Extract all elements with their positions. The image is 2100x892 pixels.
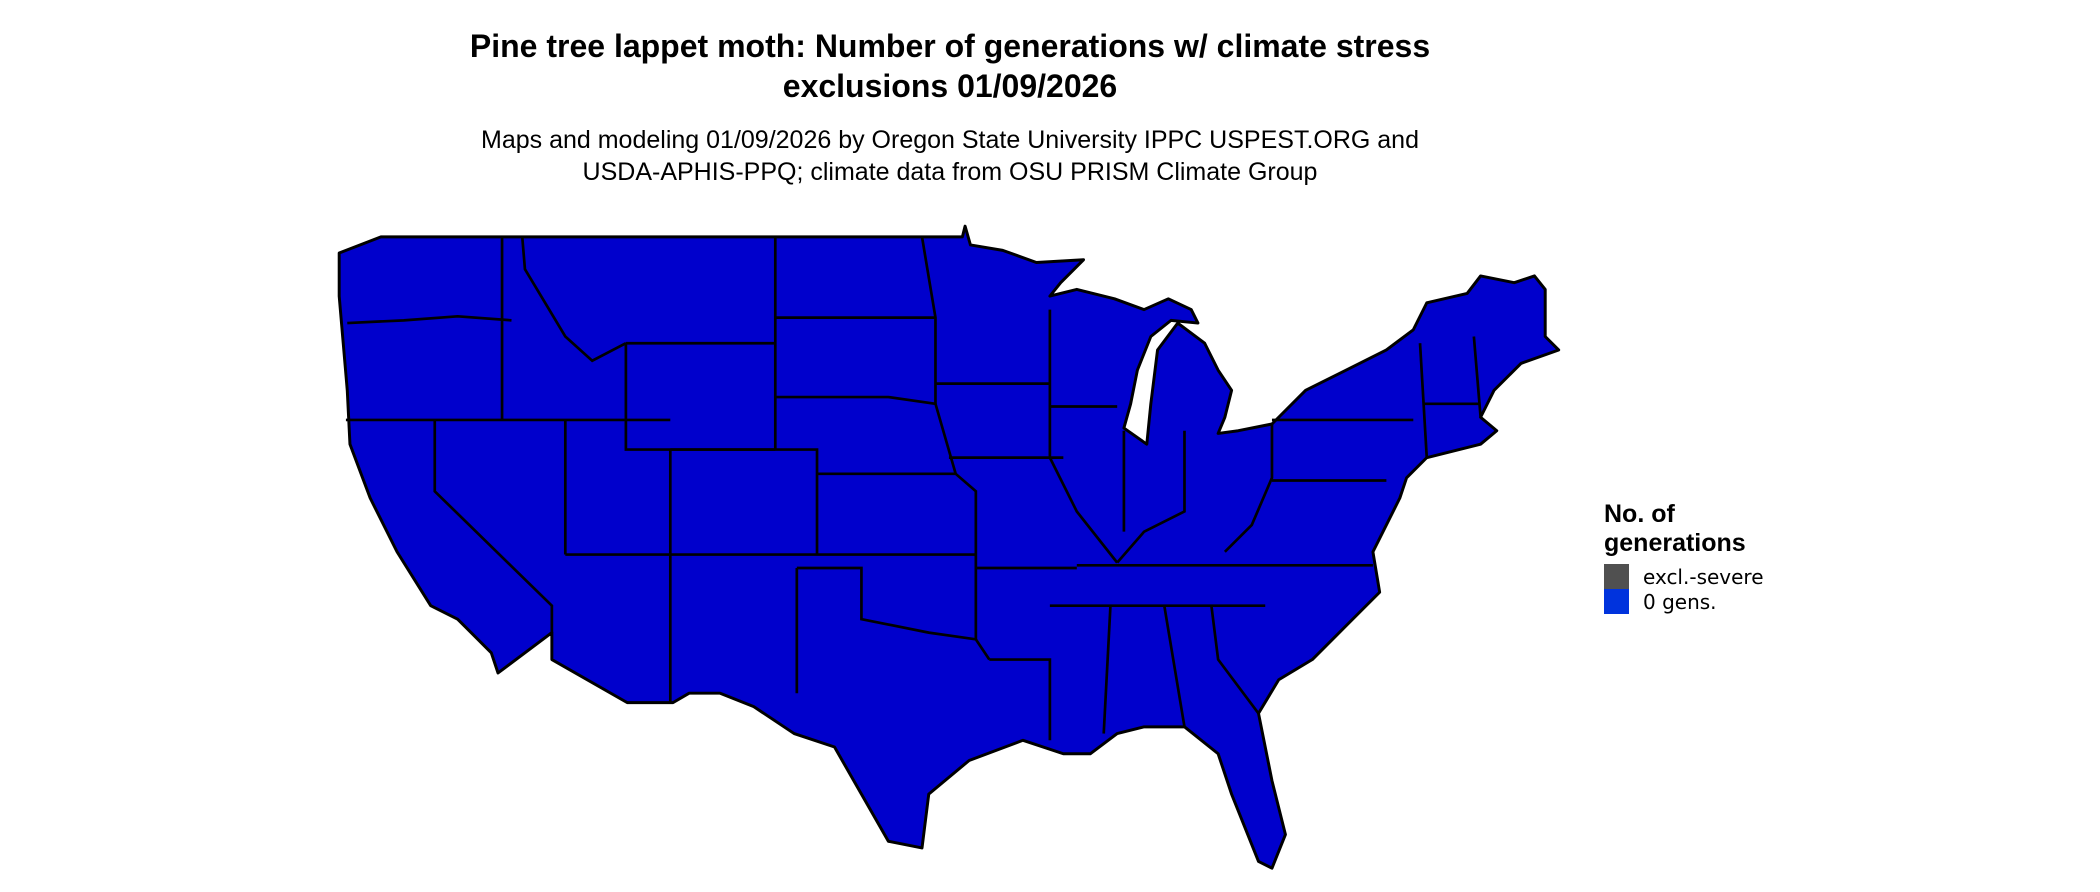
legend-swatch <box>1604 564 1629 589</box>
map-subtitle-line1: Maps and modeling 01/09/2026 by Oregon S… <box>481 126 1419 154</box>
legend-swatch <box>1604 589 1629 614</box>
state-border <box>796 566 991 661</box>
state-border <box>1210 605 1260 715</box>
state-border <box>433 419 554 633</box>
map-title-line1: Pine tree lappet moth: Number of generat… <box>469 28 1431 64</box>
legend-label: 0 gens. <box>1643 589 1717 614</box>
legend-title-line1: No. of <box>1604 500 1675 528</box>
legend-title: No. of generations <box>1604 500 1804 558</box>
map-title-line2: exclusions 01/09/2026 <box>782 68 1118 104</box>
state-border <box>1472 336 1482 418</box>
legend-item-excl-severe: excl.-severe <box>1604 564 1804 589</box>
map-title: Pine tree lappet moth: Number of generat… <box>0 26 1900 106</box>
state-border <box>520 236 627 363</box>
state-border <box>1418 343 1429 458</box>
state-border <box>1116 430 1186 564</box>
state-border <box>1223 423 1274 553</box>
state-border <box>775 395 957 475</box>
state-border <box>989 658 1052 741</box>
legend-label: excl.-severe <box>1643 564 1764 589</box>
state-border <box>920 236 937 404</box>
state-border <box>817 472 978 640</box>
state-border <box>347 314 512 325</box>
state-borders <box>345 236 1482 741</box>
state-border <box>1162 605 1186 728</box>
map-subtitle: Maps and modeling 01/09/2026 by Oregon S… <box>0 124 1900 188</box>
legend-title-line2: generations <box>1604 529 1746 557</box>
map-subtitle-line2: USDA-APHIS-PPQ; climate data from OSU PR… <box>582 158 1318 186</box>
us-outline <box>337 224 1561 870</box>
state-border <box>1048 309 1119 564</box>
state-border <box>670 448 819 555</box>
legend-item-0-gens: 0 gens. <box>1604 589 1804 614</box>
state-border <box>1102 605 1112 734</box>
legend: No. of generations excl.-severe 0 gens. <box>1604 500 1804 614</box>
